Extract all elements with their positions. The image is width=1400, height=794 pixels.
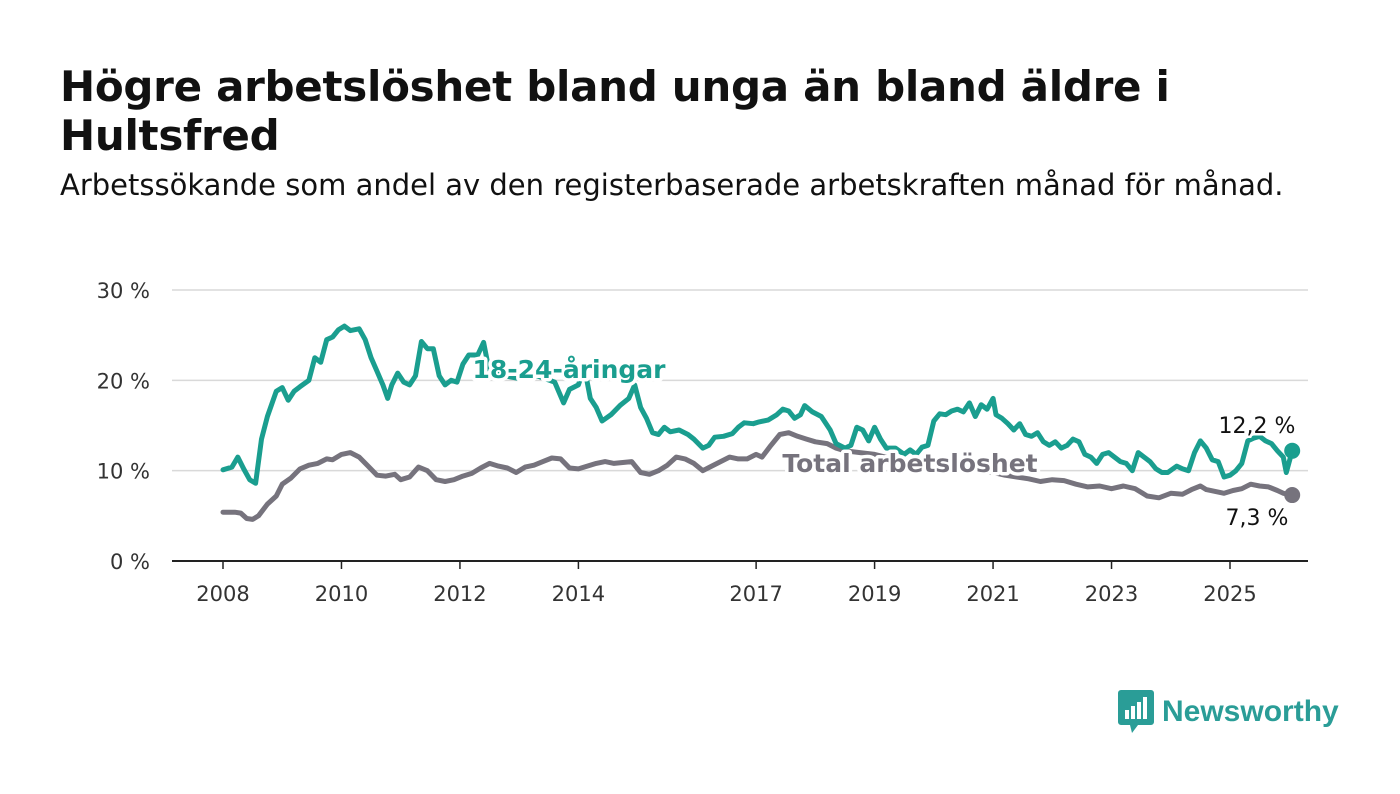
y-tick-label: 20 % bbox=[97, 369, 150, 393]
series-line-total bbox=[220, 430, 1295, 522]
brand-logo: Newsworthy bbox=[1118, 690, 1339, 734]
brand-name: Newsworthy bbox=[1162, 695, 1339, 728]
x-tick-label: 2010 bbox=[315, 582, 368, 606]
x-tick-label: 2012 bbox=[433, 582, 486, 606]
end-value-label-youth: 12,2 % bbox=[1219, 414, 1296, 439]
series-line-youth bbox=[220, 323, 1295, 486]
series-label-youth: 18-24-åringar bbox=[473, 355, 667, 384]
end-point-youth bbox=[1284, 442, 1301, 459]
chart-title: Högre arbetslöshet bland unga än bland ä… bbox=[60, 62, 1170, 160]
x-tick-label: 2017 bbox=[729, 582, 782, 606]
end-value-label-total: 7,3 % bbox=[1226, 506, 1289, 531]
series-label-total: Total arbetslöshet bbox=[782, 449, 1037, 478]
chart-subtitle: Arbetssökande som andel av den registerb… bbox=[60, 168, 1284, 202]
x-tick-label: 2023 bbox=[1085, 582, 1138, 606]
x-tick-label: 2021 bbox=[966, 582, 1019, 606]
y-tick-label: 0 % bbox=[110, 550, 150, 574]
end-point-total bbox=[1284, 487, 1301, 504]
x-tick-label: 2008 bbox=[196, 582, 249, 606]
x-tick-label: 2014 bbox=[552, 582, 605, 606]
x-tick-label: 2025 bbox=[1203, 582, 1256, 606]
x-tick-label: 2019 bbox=[848, 582, 901, 606]
y-tick-label: 30 % bbox=[97, 279, 150, 303]
y-tick-label: 10 % bbox=[97, 460, 150, 484]
bar-chart-speech-bubble-icon bbox=[1118, 690, 1154, 733]
